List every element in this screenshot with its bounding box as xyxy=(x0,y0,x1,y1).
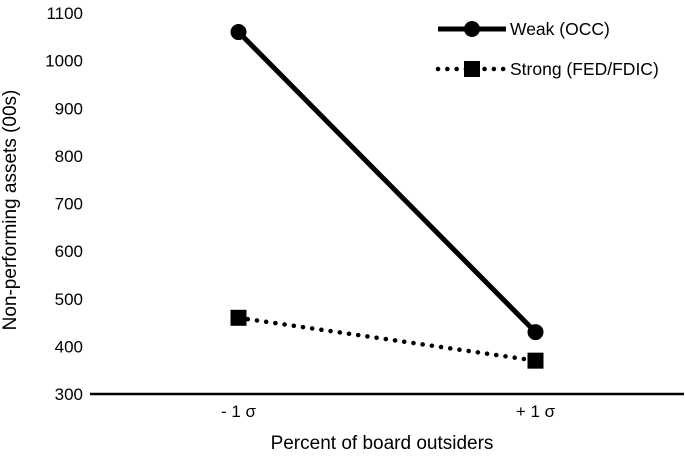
series-marker xyxy=(230,309,247,326)
legend-label: Strong (FED/FDIC) xyxy=(510,59,659,79)
legend-marker xyxy=(464,61,480,77)
series-line xyxy=(236,30,538,334)
y-tick-label: 800 xyxy=(55,147,83,166)
y-tick-label: 700 xyxy=(55,195,83,214)
legend-item: Weak (OCC) xyxy=(438,19,610,39)
y-tick-label: 900 xyxy=(55,99,83,118)
series-marker xyxy=(230,24,247,41)
legend-label: Weak (OCC) xyxy=(510,19,610,39)
y-tick-label: 1000 xyxy=(45,52,83,71)
series-marker xyxy=(527,324,544,341)
legend-marker xyxy=(464,21,480,37)
plot-area: 300 400 500 600 700 800 900 1000 1100 - 1 σ + 1 σ xyxy=(45,4,684,421)
y-tick-label: 400 xyxy=(55,337,83,356)
legend: Weak (OCC) Strong (FED/FDIC) xyxy=(435,19,659,79)
legend-item: Strong (FED/FDIC) xyxy=(435,59,659,79)
series-line xyxy=(236,315,538,363)
x-tick-label: - 1 σ xyxy=(221,402,257,421)
y-tick-label: 300 xyxy=(55,385,83,404)
y-tick-label: 600 xyxy=(55,242,83,261)
y-tick-label: 1100 xyxy=(46,4,83,23)
series-marker xyxy=(527,352,544,369)
y-tick-label: 500 xyxy=(55,290,83,309)
y-axis-title: Non-performing assets (00s) xyxy=(0,90,21,331)
x-tick-label: + 1 σ xyxy=(516,402,556,421)
x-axis-title: Percent of board outsiders xyxy=(271,433,494,454)
